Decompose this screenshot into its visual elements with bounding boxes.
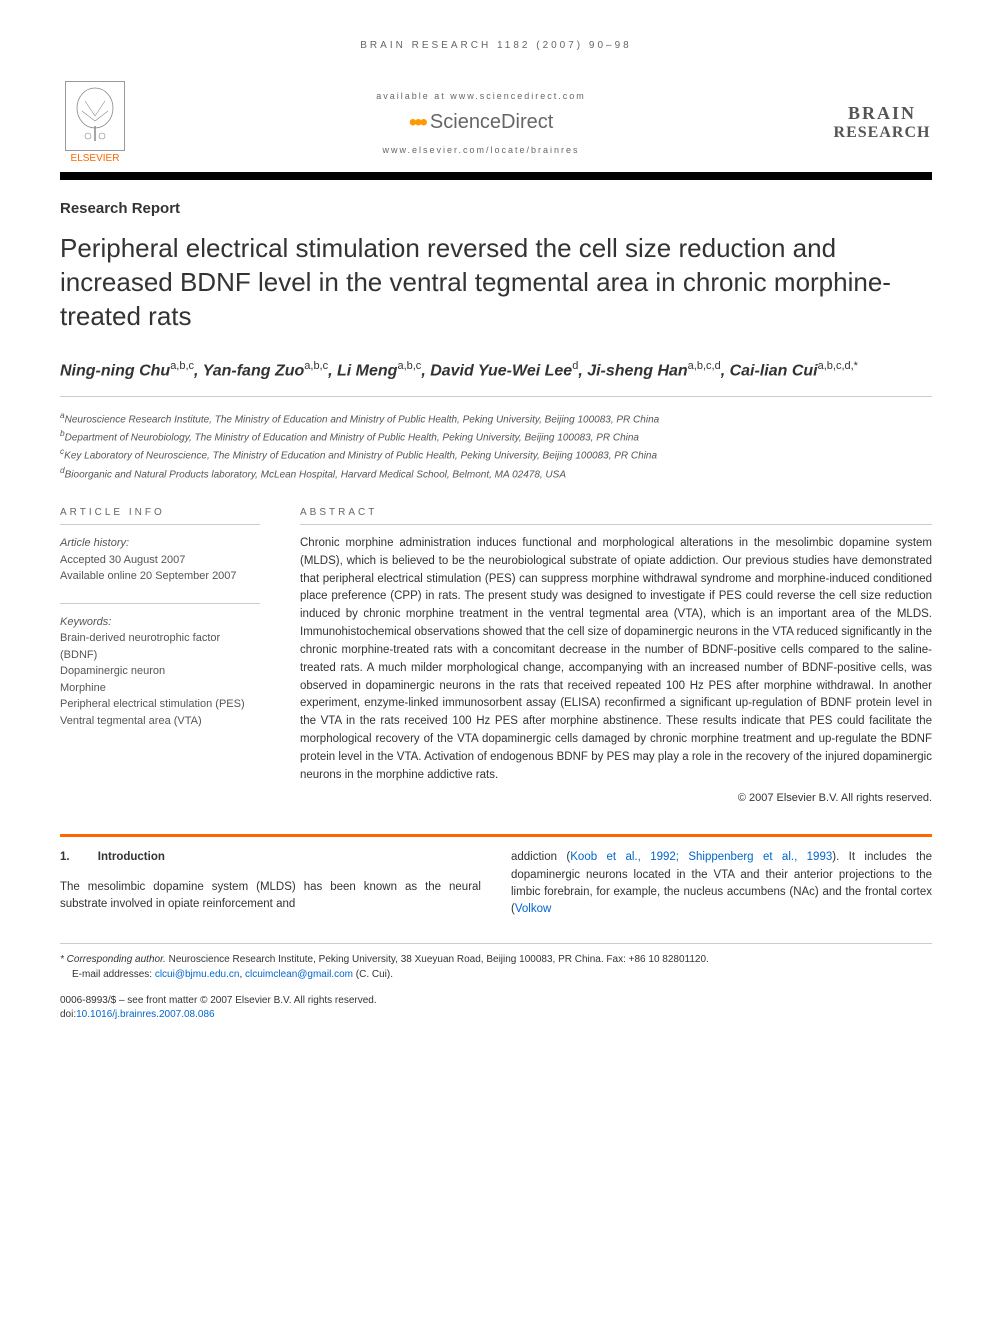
email-tail: (C. Cui). <box>353 969 393 980</box>
section-divider-bar <box>60 834 932 837</box>
available-text: available at www.sciencedirect.com <box>376 91 586 101</box>
email-link-1[interactable]: clcui@bjmu.edu.cn <box>155 969 240 980</box>
article-info-heading: ARTICLE INFO <box>60 507 260 525</box>
journal-line1: BRAIN <box>832 104 932 124</box>
running-header: BRAIN RESEARCH 1182 (2007) 90–98 <box>60 40 932 51</box>
history-line: Available online 20 September 2007 <box>60 568 260 585</box>
doi-link[interactable]: 10.1016/j.brainres.2007.08.086 <box>76 1009 214 1020</box>
body-col-left: 1. Introduction The mesolimbic dopamine … <box>60 849 481 918</box>
center-banner: available at www.sciencedirect.com ••• S… <box>130 91 832 155</box>
abstract-column: ABSTRACT Chronic morphine administration… <box>300 507 932 804</box>
intro-paragraph-left: The mesolimbic dopamine system (MLDS) ha… <box>60 879 481 914</box>
elsevier-logo: ELSEVIER <box>60 81 130 164</box>
journal-line2: RESEARCH <box>832 124 932 142</box>
abstract-text: Chronic morphine administration induces … <box>300 535 932 784</box>
keyword: Brain-derived neurotrophic factor (BDNF) <box>60 630 260 663</box>
info-divider <box>60 603 260 604</box>
citation-link[interactable]: Volkow <box>515 903 551 915</box>
section-title: Introduction <box>98 851 165 863</box>
body-columns: 1. Introduction The mesolimbic dopamine … <box>60 849 932 918</box>
affiliations: aNeuroscience Research Institute, The Mi… <box>60 409 932 482</box>
section-number: 1. <box>60 851 70 863</box>
keyword: Ventral tegmental area (VTA) <box>60 713 260 730</box>
corr-text: Neuroscience Research Institute, Peking … <box>166 954 709 965</box>
article-info-sidebar: ARTICLE INFO Article history: Accepted 3… <box>60 507 260 804</box>
article-title: Peripheral electrical stimulation revers… <box>60 232 932 333</box>
sd-text: ScienceDirect <box>430 111 553 134</box>
locate-url[interactable]: www.elsevier.com/locate/brainres <box>382 145 579 155</box>
doi-block: 0006-8993/$ – see front matter © 2007 El… <box>60 994 932 1022</box>
doi-label: doi: <box>60 1009 76 1020</box>
sd-dots-icon: ••• <box>409 109 425 137</box>
elsevier-text: ELSEVIER <box>71 153 120 164</box>
abstract-heading: ABSTRACT <box>300 507 932 525</box>
email-label: E-mail addresses: <box>72 969 155 980</box>
info-abstract-row: ARTICLE INFO Article history: Accepted 3… <box>60 507 932 804</box>
history-label: Article history: <box>60 535 260 552</box>
history-line: Accepted 30 August 2007 <box>60 552 260 569</box>
elsevier-tree-icon <box>65 81 125 151</box>
corresponding-author-footnote: * Corresponding author. Neuroscience Res… <box>60 952 932 982</box>
keyword: Dopaminergic neuron <box>60 663 260 680</box>
keywords-label: Keywords: <box>60 614 260 631</box>
keywords-block: Keywords: Brain-derived neurotrophic fac… <box>60 614 260 730</box>
header-divider-bar <box>60 172 932 180</box>
front-matter-line: 0006-8993/$ – see front matter © 2007 El… <box>60 994 932 1008</box>
article-history: Article history: Accepted 30 August 2007… <box>60 535 260 585</box>
citation-link[interactable]: Koob et al., 1992; Shippenberg et al., 1… <box>570 851 832 863</box>
footnote-divider <box>60 943 932 944</box>
section-1-heading: 1. Introduction <box>60 849 481 866</box>
abstract-copyright: © 2007 Elsevier B.V. All rights reserved… <box>300 792 932 804</box>
email-link-2[interactable]: clcuimclean@gmail.com <box>245 969 353 980</box>
sciencedirect-logo[interactable]: ••• ScienceDirect <box>409 109 554 137</box>
publisher-banner: ELSEVIER available at www.sciencedirect.… <box>60 81 932 164</box>
author-divider <box>60 396 932 397</box>
author-list: Ning-ning Chua,b,c, Yan-fang Zuoa,b,c, L… <box>60 358 932 383</box>
keyword: Morphine <box>60 680 260 697</box>
journal-logo: BRAIN RESEARCH <box>832 104 932 141</box>
keyword: Peripheral electrical stimulation (PES) <box>60 696 260 713</box>
body-col-right: addiction (Koob et al., 1992; Shippenber… <box>511 849 932 918</box>
intro-text: addiction ( <box>511 851 570 863</box>
article-type: Research Report <box>60 200 932 217</box>
corr-label: * Corresponding author. <box>60 954 166 965</box>
